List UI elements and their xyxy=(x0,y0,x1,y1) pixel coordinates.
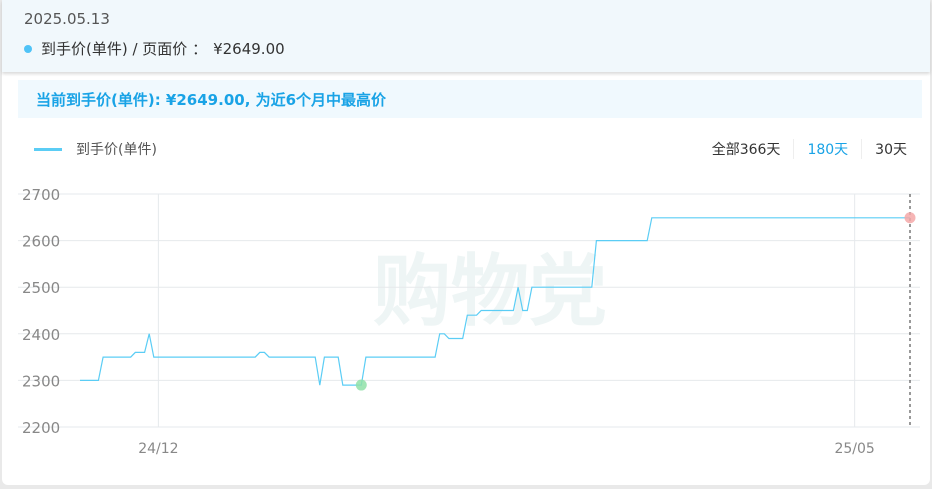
x-tick-label: 24/12 xyxy=(138,441,178,457)
legend-label: 到手价(单件) xyxy=(76,142,157,158)
y-tick-label: 2200 xyxy=(22,419,60,437)
tab-180[interactable]: 180天 xyxy=(793,139,861,159)
tab-30[interactable]: 30天 xyxy=(861,139,920,159)
range-tabs: 全部366天 180天 30天 xyxy=(699,139,920,159)
max-price-marker xyxy=(904,212,916,224)
legend[interactable]: 到手价(单件) xyxy=(34,139,157,159)
y-tick-label: 2700 xyxy=(22,186,60,204)
tooltip: 2025.05.13 到手价(单件) / 页面价 ： ¥2649.00 xyxy=(2,0,930,72)
legend-line-icon xyxy=(34,147,62,151)
tooltip-date: 2025.05.13 xyxy=(24,10,110,28)
tooltip-value: ¥2649.00 xyxy=(213,39,285,58)
price-banner: 当前到手价(单件): ¥2649.00, 为近6个月中最高价 xyxy=(18,80,922,118)
tooltip-label: 到手价(单件) / 页面价 ： xyxy=(41,40,208,58)
y-tick-label: 2300 xyxy=(22,372,60,390)
x-tick-label: 25/05 xyxy=(834,441,874,457)
banner-text: 当前到手价(单件): ¥2649.00, 为近6个月中最高价 xyxy=(36,91,387,109)
watermark: 购物党 xyxy=(373,247,607,337)
y-tick-label: 2500 xyxy=(22,279,60,297)
series-line xyxy=(80,217,910,386)
min-price-marker xyxy=(355,379,367,391)
series-dot-icon xyxy=(24,44,32,53)
tab-all[interactable]: 全部366天 xyxy=(711,142,781,158)
tooltip-row: 到手价(单件) / 页面价 ： ¥2649.00 xyxy=(24,38,285,59)
y-tick-label: 2400 xyxy=(22,326,60,344)
y-tick-label: 2600 xyxy=(22,233,60,251)
